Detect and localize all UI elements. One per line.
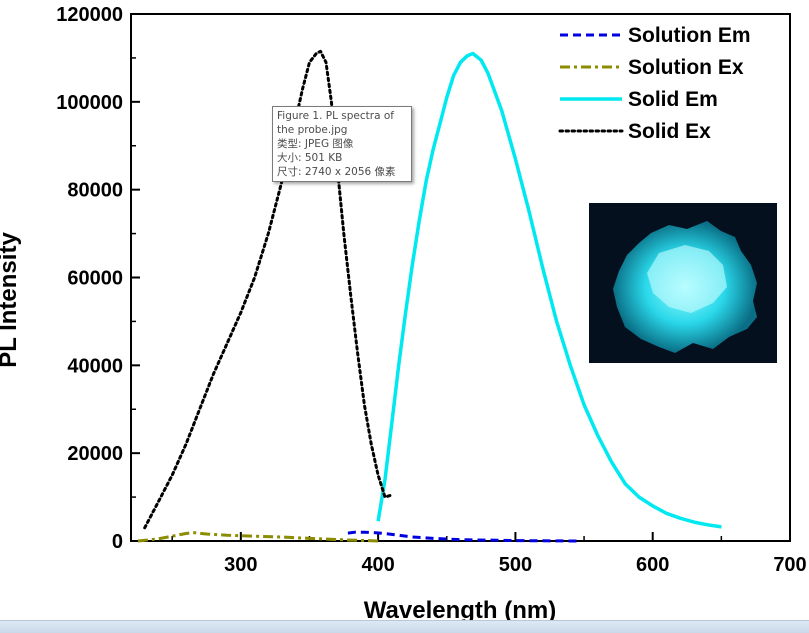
y-tick-label: 100000 [56,92,123,114]
legend-label: Solution Ex [628,56,744,79]
series-layer [137,49,722,543]
powder-photo-inset [589,203,777,363]
series-line-solid-ex [143,49,394,530]
y-tick-label: 0 [112,531,123,553]
legend-label: Solid Ex [628,120,711,143]
series-line-solution-ex [137,531,379,543]
series-line-solid-em [376,51,722,529]
file-info-tooltip: Figure 1. PL spectra of the probe.jpg 类型… [272,106,412,182]
tooltip-line: 尺寸: 2740 x 2056 像素 [277,166,396,178]
y-tick-label: 80000 [67,180,123,202]
window-bottom-bar [0,620,809,633]
x-axis-title: Wavelength (nm) [364,597,556,624]
y-tick-label: 120000 [56,4,123,26]
x-tick-label: 700 [773,554,806,576]
x-tick-label: 500 [499,554,532,576]
powder-highlight [647,245,727,313]
x-tick-label: 600 [636,554,669,576]
y-tick-label: 20000 [67,443,123,465]
tooltip-line: 类型: JPEG 图像 [277,138,354,150]
legend: Solution Em Solution Ex Solid Em Solid Ex [558,24,751,143]
tooltip-line: the probe.jpg [277,124,348,136]
series-line-solution-em [347,530,578,543]
legend-label: Solution Em [628,24,751,47]
x-tick-label: 400 [361,554,394,576]
y-axis-title: PL Intensity [0,232,22,368]
legend-label: Solid Em [628,88,718,111]
tooltip-line: 大小: 501 KB [277,152,343,164]
tooltip-line: Figure 1. PL spectra of [277,110,394,122]
y-tick-label: 40000 [67,355,123,377]
x-tick-label: 300 [224,554,257,576]
glowing-powder-image [613,221,757,353]
y-tick-label: 60000 [67,268,123,290]
ticks-layer: 0 20000 40000 60000 80000 100000 120000 300 400 5… [56,4,806,576]
